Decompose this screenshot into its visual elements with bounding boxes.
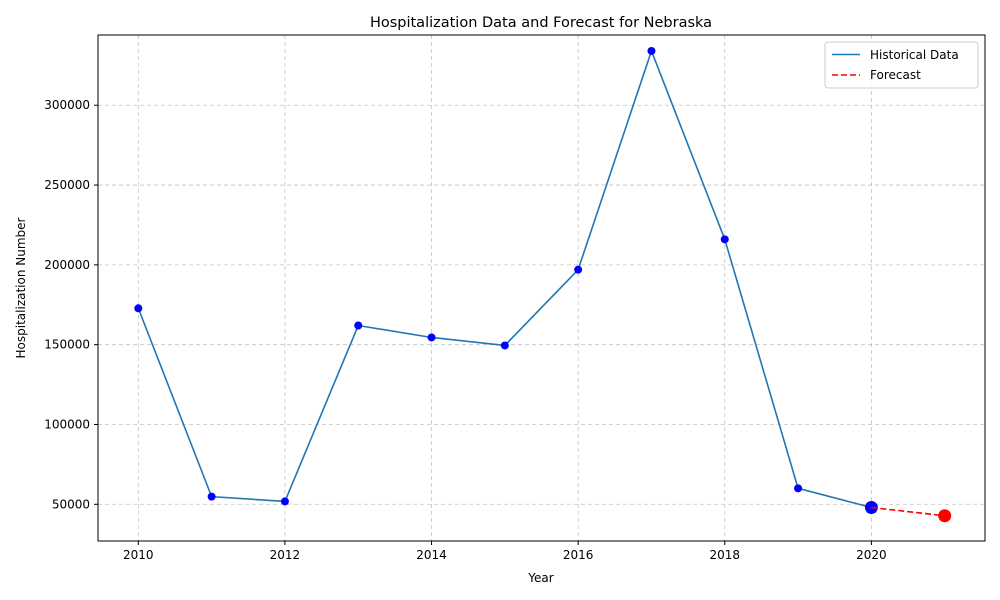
x-tick-label: 2018 [709,548,740,562]
y-tick-label: 50000 [52,497,90,511]
legend: Historical Data Forecast [824,41,979,89]
forecast-line [871,506,945,517]
y-axis-title: Hospitalization Number [14,217,28,358]
historical-point [280,497,289,506]
y-tick-label: 200000 [44,258,90,272]
historical-point [500,341,509,350]
historical-point [207,492,216,501]
x-tick-label: 2016 [563,548,594,562]
plot-frame [97,34,986,542]
x-axis-title: Year [527,571,553,585]
historical-point [794,484,803,493]
historical-point [134,304,143,313]
chart-title: Hospitalization Data and Forecast for Ne… [370,15,712,31]
historical-data-line [137,50,872,509]
historical-point [720,235,729,244]
historical-point [354,321,363,330]
legend-historical-label: Historical Data [870,48,959,62]
legend-box [824,41,979,89]
series-layer [134,46,952,523]
historical-point [427,333,436,342]
historical-point [647,46,656,55]
x-tick-label: 2012 [270,548,301,562]
grid [98,35,985,541]
y-tick-label: 150000 [44,338,90,352]
x-tick-label: 2020 [856,548,887,562]
historical-point [574,265,583,274]
x-tick-label: 2010 [123,548,154,562]
y-tick-label: 300000 [44,98,90,112]
y-tick-label: 250000 [44,178,90,192]
x-tick-label: 2014 [416,548,447,562]
forecast-point [938,509,952,523]
legend-forecast-label: Forecast [870,68,921,82]
y-tick-label: 100000 [44,417,90,431]
ticks: 2010 2012 2014 2016 2018 2020 50000 100000 15000… [44,98,886,562]
